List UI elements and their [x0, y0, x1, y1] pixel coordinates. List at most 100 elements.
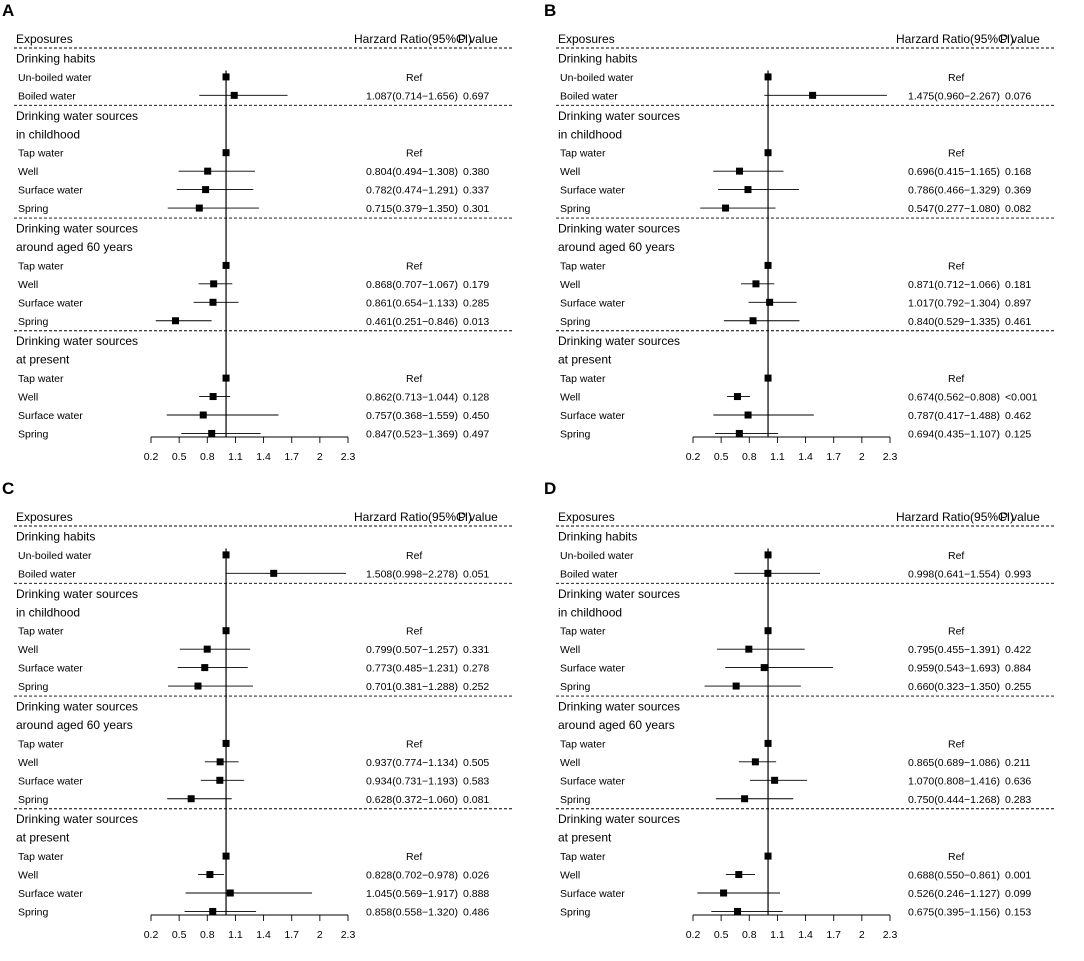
hazard-ratio-text: Ref	[406, 550, 422, 562]
panel-label: A	[2, 1, 14, 20]
section-title: Drinking habits	[558, 51, 637, 65]
x-axis-tick-label: 2.3	[883, 451, 898, 463]
hazard-ratio-text: Ref	[948, 550, 964, 562]
x-axis-tick-label: 1.7	[826, 451, 841, 463]
hazard-ratio-point	[226, 889, 234, 897]
p-value-text: 0.461	[1005, 316, 1031, 328]
p-value-text: 0.369	[1005, 185, 1031, 197]
row-label: Surface water	[560, 297, 625, 309]
row-label: Boiled water	[18, 90, 76, 102]
p-value-text: 0.082	[1005, 203, 1031, 215]
p-value-text: 0.128	[463, 392, 489, 404]
hazard-ratio-text: Ref	[948, 626, 964, 638]
hazard-ratio-text: Ref	[406, 738, 422, 750]
hazard-ratio-text: Ref	[948, 72, 964, 84]
hazard-ratio-point	[736, 167, 744, 175]
hazard-ratio-point	[208, 429, 216, 437]
section-title: Drinking water sources	[558, 587, 680, 601]
x-axis-tick-label: 2	[317, 929, 323, 941]
p-value-text: 0.013	[463, 316, 489, 328]
hazard-ratio-text: 0.688(0.550−0.861)	[908, 870, 1000, 882]
hazard-ratio-point	[203, 645, 211, 653]
p-value-text: 0.283	[1005, 794, 1031, 806]
header-hazard-ratio: Harzard Ratio(95%CI)	[896, 32, 1014, 46]
row-label: Un-boiled water	[560, 72, 634, 84]
section-title: at present	[558, 353, 612, 367]
hazard-ratio-point	[749, 317, 757, 325]
header-p-value: P value	[1000, 32, 1040, 46]
hazard-ratio-text: 1.475(0.960−2.267)	[908, 90, 1000, 102]
hazard-ratio-text: Ref	[406, 72, 422, 84]
p-value-text: 0.285	[463, 297, 489, 309]
hazard-ratio-text: Ref	[948, 738, 964, 750]
p-value-text: 0.337	[463, 185, 489, 197]
x-axis-tick-label: 0.2	[686, 929, 701, 941]
row-label: Un-boiled water	[18, 550, 92, 562]
header-exposures: Exposures	[558, 510, 615, 524]
row-label: Tap water	[560, 148, 606, 160]
p-value-text: 0.255	[1005, 681, 1031, 693]
section-title: Drinking habits	[16, 51, 95, 65]
x-axis-tick-label: 0.5	[172, 929, 187, 941]
row-label: Tap water	[560, 260, 606, 272]
x-axis-tick-label: 0.2	[144, 451, 159, 463]
hazard-ratio-text: 0.858(0.558−1.320)	[366, 906, 458, 918]
section-title: at present	[16, 831, 70, 845]
hazard-ratio-point	[209, 393, 217, 401]
hazard-ratio-text: Ref	[406, 626, 422, 638]
hazard-ratio-point	[751, 758, 759, 766]
hazard-ratio-text: 0.750(0.444−1.268)	[908, 794, 1000, 806]
hazard-ratio-point	[766, 298, 774, 306]
row-label: Well	[18, 279, 38, 291]
row-label: Tap water	[560, 738, 606, 750]
forest-panel-b: B Exposures Harzard Ratio(95%CI) P value Dri…	[542, 0, 1084, 478]
section-title: at present	[558, 831, 612, 845]
panel-label: C	[2, 479, 14, 498]
hazard-ratio-text: 0.934(0.731−1.193)	[366, 775, 458, 787]
p-value-text: 0.422	[1005, 644, 1031, 656]
row-label: Well	[18, 644, 38, 656]
hazard-ratio-text: Ref	[406, 260, 422, 272]
row-label: Well	[560, 392, 580, 404]
hazard-ratio-text: 1.070(0.808−1.416)	[908, 775, 1000, 787]
row-label: Well	[560, 757, 580, 769]
hazard-ratio-point	[209, 298, 217, 306]
hazard-ratio-point	[720, 889, 728, 897]
x-axis-tick-label: 1.4	[256, 451, 271, 463]
section-title: Drinking water sources	[16, 700, 138, 714]
section-title: Drinking water sources	[16, 109, 138, 123]
row-label: Spring	[18, 681, 49, 693]
hazard-ratio-point	[171, 317, 179, 325]
x-axis-tick-label: 2.3	[883, 929, 898, 941]
row-label: Tap water	[560, 626, 606, 638]
section-title: around aged 60 years	[558, 240, 675, 254]
row-label: Spring	[560, 428, 591, 440]
header-exposures: Exposures	[16, 32, 73, 46]
x-axis-tick-label: 1.4	[798, 451, 813, 463]
row-label: Well	[560, 166, 580, 178]
section-title: Drinking water sources	[558, 700, 680, 714]
row-label: Surface water	[560, 775, 625, 787]
hazard-ratio-point	[732, 682, 740, 690]
x-axis-tick-label: 2.3	[341, 929, 356, 941]
hazard-ratio-text: 0.786(0.466−1.329)	[908, 185, 1000, 197]
hazard-ratio-text: 0.862(0.713−1.044)	[366, 392, 458, 404]
section-title: Drinking water sources	[16, 812, 138, 826]
hazard-ratio-point	[733, 393, 741, 401]
x-axis-tick-label: 0.2	[686, 451, 701, 463]
row-label: Surface water	[560, 185, 625, 197]
section-title: around aged 60 years	[558, 718, 675, 732]
row-label: Well	[18, 166, 38, 178]
row-label: Surface water	[560, 888, 625, 900]
hazard-ratio-point	[744, 186, 752, 194]
p-value-text: 0.076	[1005, 90, 1031, 102]
hazard-ratio-point	[744, 411, 752, 419]
row-label: Spring	[560, 906, 591, 918]
row-label: Tap water	[18, 260, 64, 272]
x-axis-tick-label: 1.4	[256, 929, 271, 941]
row-label: Well	[18, 757, 38, 769]
